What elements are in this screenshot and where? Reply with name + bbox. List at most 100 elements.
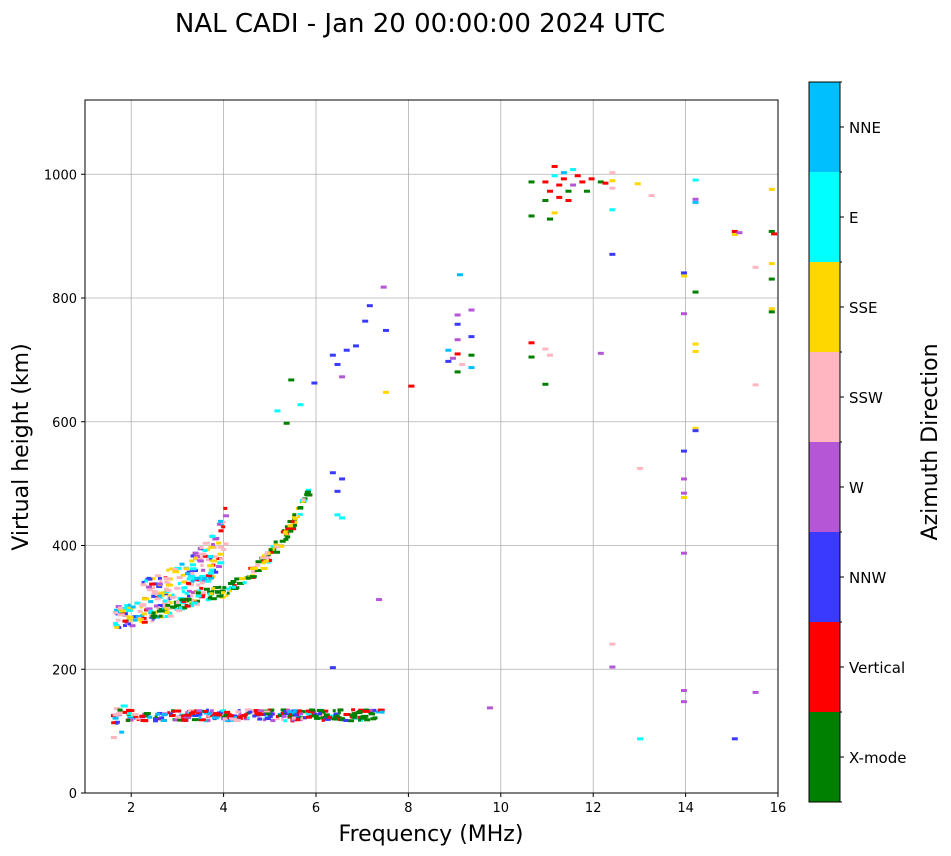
data-point [597,351,604,355]
data-point [382,390,389,394]
colorbar-tick-label: SSE [849,299,878,317]
data-point [264,552,269,556]
data-point [284,529,290,533]
data-point [281,714,287,718]
data-point [211,543,216,547]
data-point [286,708,291,712]
colorbar-segment [809,622,840,712]
data-point [140,583,147,587]
data-point [321,715,327,719]
data-point [343,712,351,716]
data-point [181,586,186,590]
data-point [285,535,291,539]
data-point [245,576,251,580]
data-point [114,625,120,629]
data-point [680,551,687,555]
x-axis-ticks: 2 4 6 8 10 12 14 16 [127,793,786,816]
data-point [190,569,198,573]
data-point [284,525,290,529]
data-point [244,708,251,712]
data-point [189,600,193,604]
data-point [528,355,535,359]
data-point [164,615,170,619]
data-point [180,718,184,722]
data-point [193,555,200,559]
data-point [348,719,355,723]
data-point [209,568,215,572]
data-point [172,567,178,571]
data-point [160,719,167,723]
data-point [118,609,126,613]
data-point [283,537,289,541]
data-point [331,715,338,719]
data-point [288,529,294,533]
data-point [115,618,121,622]
data-point [126,615,134,619]
data-point [565,199,572,202]
data-point [202,548,208,552]
data-point [225,593,229,597]
data-point [680,689,687,693]
y-tick-label: 1000 [44,168,77,183]
data-point [197,578,205,582]
data-point [211,716,219,720]
data-point [268,558,272,562]
data-point [339,477,346,481]
data-point [141,597,149,601]
data-point [229,589,233,593]
y-tick-label: 800 [52,292,77,307]
data-point [230,580,237,584]
data-point [169,712,174,716]
data-point [128,718,134,722]
data-point [295,716,303,720]
data-point [317,716,321,720]
y-axis-ticks: 0 200 400 600 800 1000 [44,168,85,802]
data-point [331,717,336,721]
data-point [221,525,226,529]
data-point [551,164,558,168]
data-point [343,348,350,352]
data-point [167,711,171,715]
data-point [113,624,120,628]
x-axis-label: Frequency (MHz) [339,822,524,847]
data-point [263,718,267,722]
data-point [269,550,274,554]
data-point [486,706,493,710]
x-tick-label: 14 [677,801,694,816]
data-point [246,716,250,720]
data-point [311,381,318,385]
data-point [209,534,216,538]
data-point [634,182,641,186]
data-point [151,592,159,596]
x-tick-label: 4 [219,801,227,816]
data-point [112,716,119,720]
data-point [288,712,292,716]
data-point [149,609,154,613]
data-point [609,171,616,175]
data-point [528,180,535,184]
data-point [542,180,549,184]
data-point [337,708,344,712]
data-point [449,356,456,360]
data-point [115,721,119,725]
data-point [280,708,287,712]
data-point [151,615,156,619]
data-point [148,600,154,604]
data-point [324,714,329,718]
data-point [124,612,128,616]
data-point [298,506,304,510]
data-point [239,714,247,718]
data-point [187,574,195,578]
colorbar-segment [809,172,840,262]
data-point [192,551,199,555]
data-point [369,712,376,716]
data-point [267,715,273,719]
data-point [208,576,215,580]
data-point [209,557,213,561]
data-point [113,622,119,626]
data-point [215,557,222,561]
data-point [179,598,187,602]
y-tick-label: 400 [52,540,77,555]
data-point [692,290,699,294]
data-point [205,558,211,562]
